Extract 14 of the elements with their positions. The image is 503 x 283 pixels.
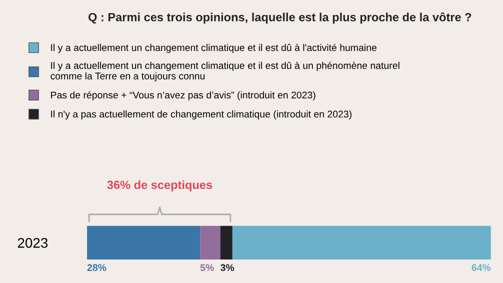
- y-tick-label: 2023: [18, 238, 48, 248]
- bar: [200, 226, 220, 260]
- text: 36% de sceptiques: [107, 180, 212, 192]
- legend-label: Pas de réponse + “Vous n’avez pas d’avis” (introduit en 2023): [51, 91, 316, 100]
- chart-title: Q : Parmi ces trois opinions, laquelle est la plus proche de la vôtre ?: [88, 12, 472, 24]
- bar: [87, 226, 200, 260]
- data-label: 64%: [472, 264, 491, 272]
- data-label: 5%: [200, 264, 214, 272]
- data-label: 3%: [220, 264, 234, 272]
- legend-label: Il y a actuellement un changement climatique et il est dû à l'activité humaine: [51, 44, 376, 53]
- bar: [220, 226, 232, 260]
- data-label: 28%: [87, 264, 106, 272]
- legend-label: Il y a actuellement un changement climatique et il est dû à un phénomène naturel comme la Terre en a toujours connu: [50, 62, 400, 82]
- legend-label: Il n'y a pas actuellement de changement climatique (introduit en 2023): [51, 110, 352, 120]
